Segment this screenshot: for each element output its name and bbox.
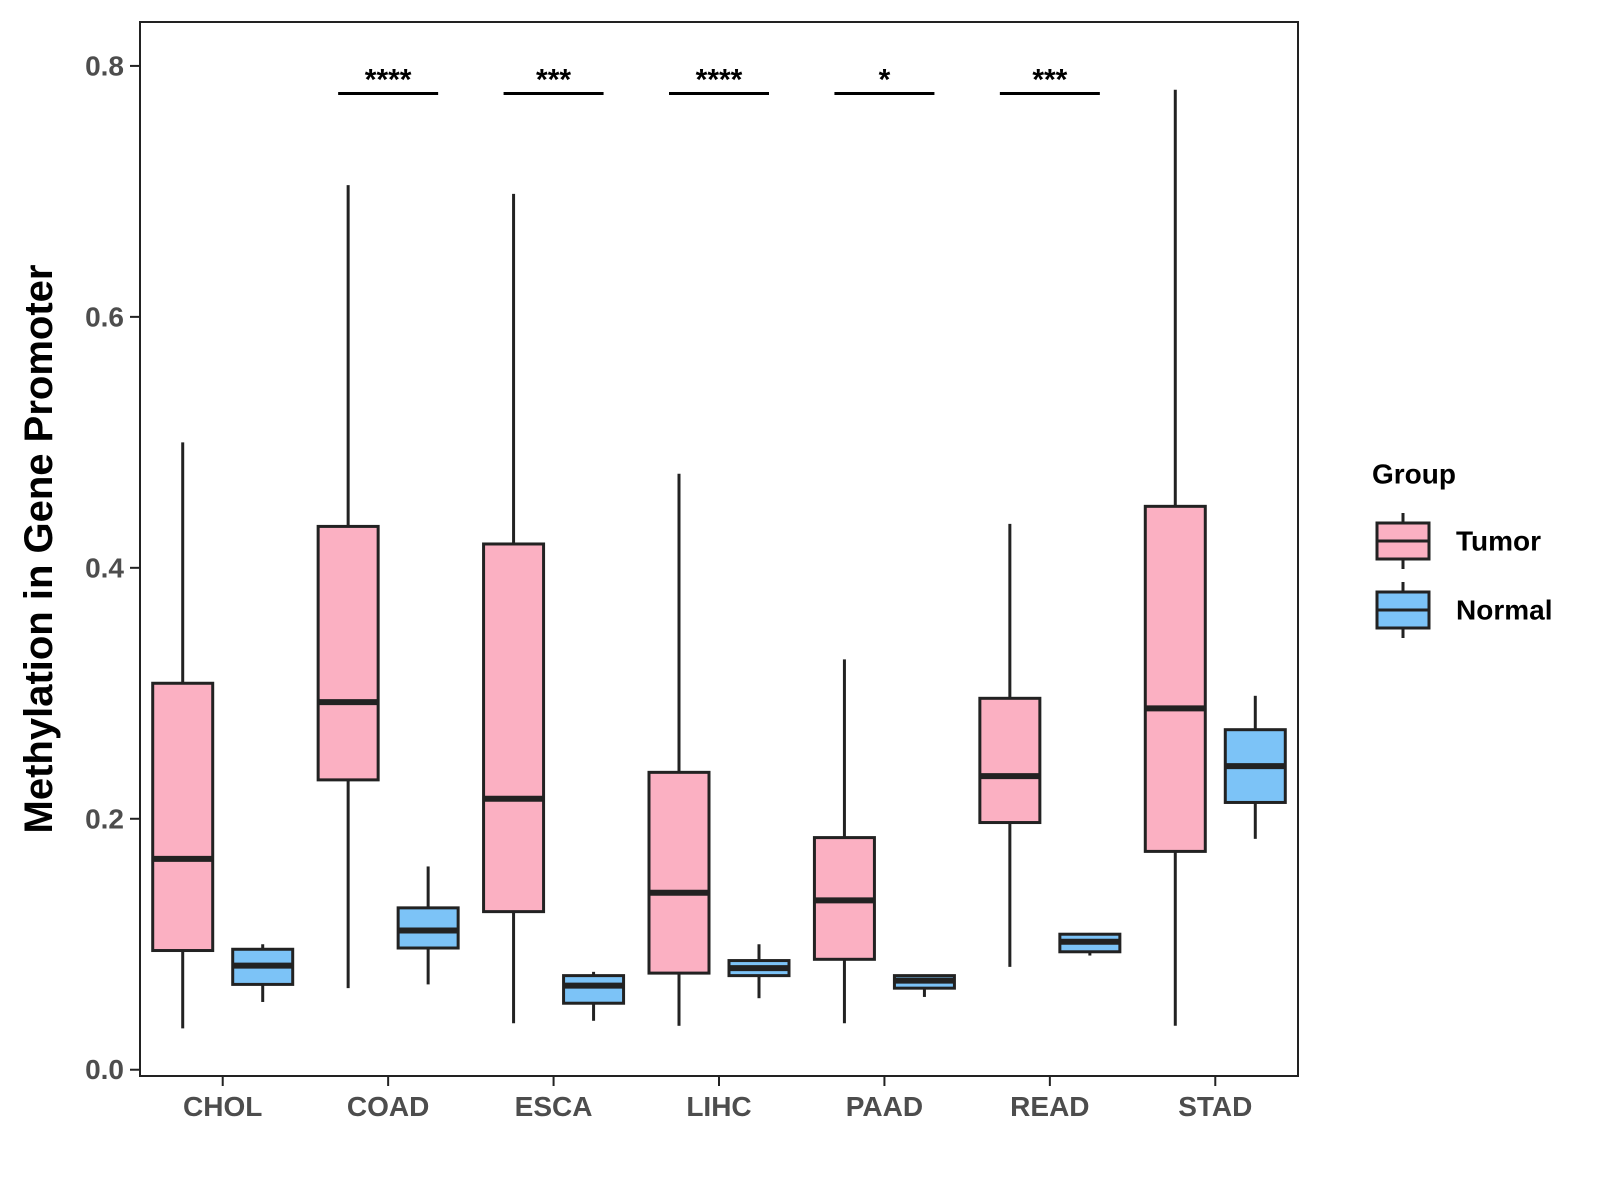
y-axis-title: Methylation in Gene Promoter	[17, 265, 61, 834]
legend-label-tumor: Tumor	[1456, 526, 1541, 557]
legend-title: Group	[1372, 459, 1456, 490]
tumor-lihc-box	[647, 770, 711, 975]
normal-esca-box	[562, 974, 626, 1005]
sig-label-paad: *	[879, 64, 891, 97]
y-tick-label-2: 0.4	[85, 552, 124, 583]
tumor-esca-box	[482, 542, 546, 914]
tumor-coad-box	[316, 524, 380, 782]
panel-border	[139, 21, 1299, 1077]
x-tick-label-esca: ESCA	[515, 1091, 593, 1122]
y-tick-label-0: 0.0	[85, 1054, 124, 1085]
sig-label-esca: ***	[536, 64, 571, 97]
sig-label-coad: ****	[365, 64, 412, 97]
tumor-chol-box	[151, 681, 215, 953]
y-tick-label-3: 0.6	[85, 301, 124, 332]
legend: Group Tumor Normal	[1372, 459, 1552, 638]
plot-area: 0.0 0.2 0.4 0.6 0.8 CHOL COAD ESCA LIHC PAAD READ S…	[17, 21, 1299, 1122]
x-tick-label-read: READ	[1010, 1091, 1089, 1122]
tumor-read-box	[978, 696, 1042, 825]
x-tick-label-chol: CHOL	[183, 1091, 262, 1122]
x-tick-label-paad: PAAD	[846, 1091, 923, 1122]
sig-label-read: ***	[1032, 64, 1067, 97]
x-tick-label-lihc: LIHC	[686, 1091, 751, 1122]
y-tick-label-4: 0.8	[85, 50, 124, 81]
x-tick-label-coad: COAD	[347, 1091, 429, 1122]
x-tick-label-stad: STAD	[1178, 1091, 1252, 1122]
y-tick-label-1: 0.2	[85, 803, 124, 834]
legend-label-normal: Normal	[1456, 595, 1552, 626]
tumor-stad-box	[1143, 504, 1207, 853]
sig-label-lihc: ****	[696, 64, 743, 97]
